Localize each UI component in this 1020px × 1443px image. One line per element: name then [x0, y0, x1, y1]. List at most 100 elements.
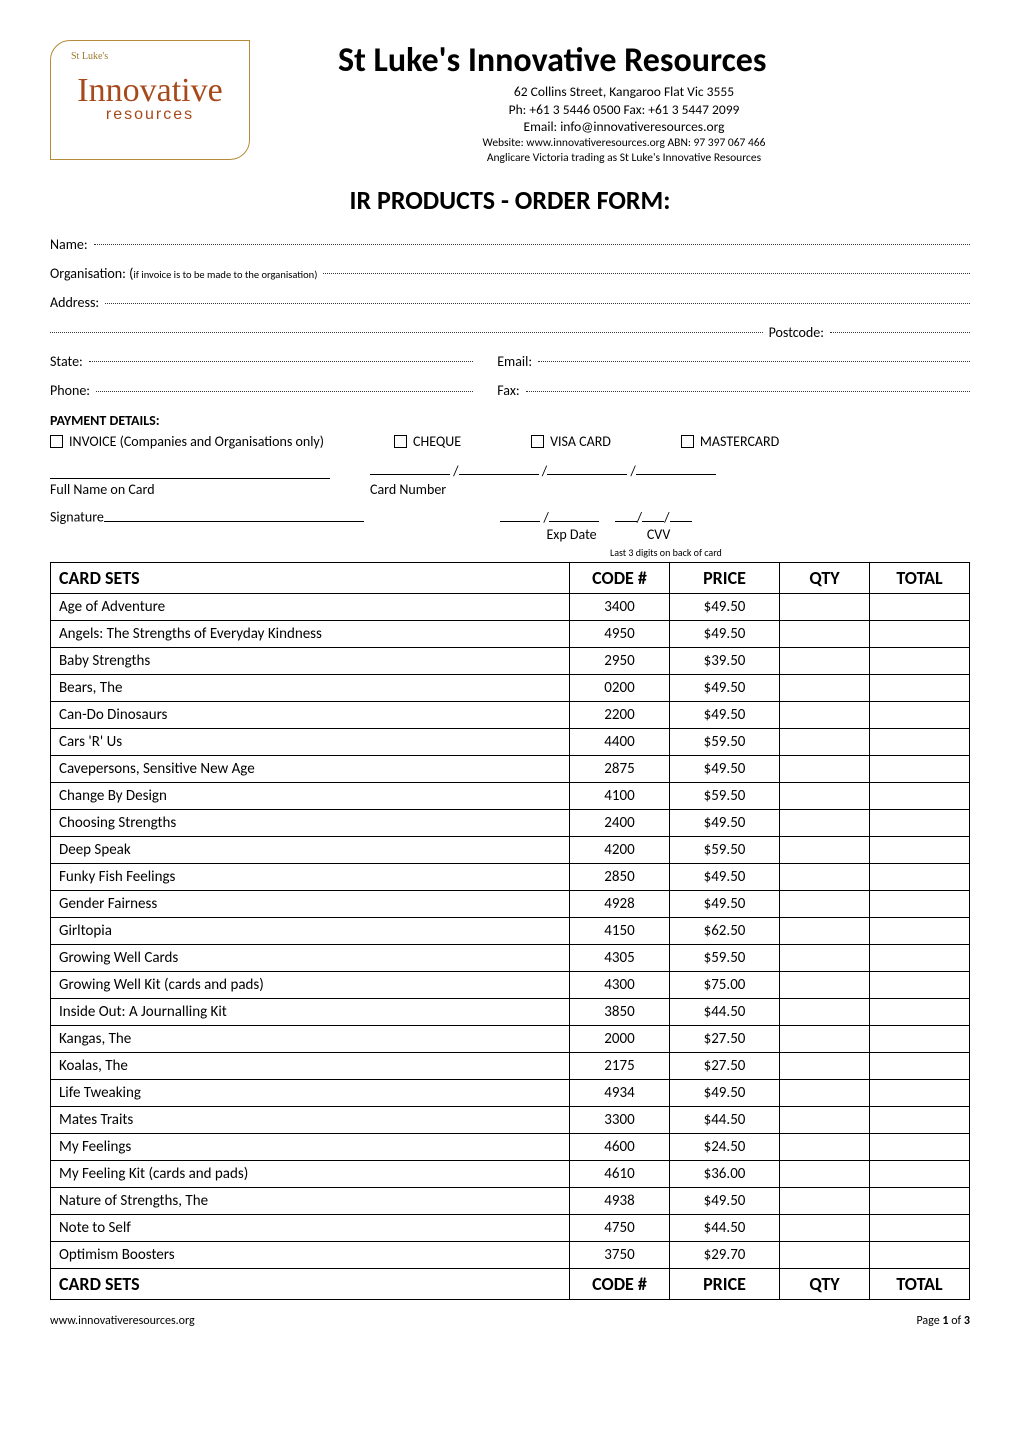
cell-total[interactable]	[870, 944, 970, 971]
cell-name: My Feelings	[51, 1133, 570, 1160]
visa-checkbox[interactable]: VISA CARD	[531, 433, 611, 450]
org-label: Organisation: (if invoice is to be made …	[50, 259, 317, 288]
cell-total[interactable]	[870, 593, 970, 620]
cell-name: Angels: The Strengths of Everyday Kindne…	[51, 620, 570, 647]
cell-qty[interactable]	[780, 1187, 870, 1214]
th-name: CARD SETS	[51, 562, 570, 593]
cell-total[interactable]	[870, 1133, 970, 1160]
cell-qty[interactable]	[780, 701, 870, 728]
cheque-checkbox[interactable]: CHEQUE	[394, 433, 461, 450]
cell-code: 4150	[570, 917, 670, 944]
cell-code: 4928	[570, 890, 670, 917]
address-input-2[interactable]	[50, 318, 763, 333]
cell-name: Age of Adventure	[51, 593, 570, 620]
cell-qty[interactable]	[780, 809, 870, 836]
mastercard-checkbox[interactable]: MASTERCARD	[681, 433, 779, 450]
cell-name: Kangas, The	[51, 1025, 570, 1052]
exp-date-input[interactable]: /	[500, 509, 599, 526]
name-input[interactable]	[94, 230, 970, 245]
cell-total[interactable]	[870, 1241, 970, 1268]
cell-code: 2850	[570, 863, 670, 890]
cell-total[interactable]	[870, 1187, 970, 1214]
table-row: My Feeling Kit (cards and pads)4610$36.0…	[51, 1160, 970, 1187]
table-row: Bears, The0200$49.50	[51, 674, 970, 701]
cell-total[interactable]	[870, 863, 970, 890]
cell-qty[interactable]	[780, 836, 870, 863]
cell-qty[interactable]	[780, 647, 870, 674]
cell-code: 4750	[570, 1214, 670, 1241]
table-row: Growing Well Kit (cards and pads)4300$75…	[51, 971, 970, 998]
postcode-input[interactable]	[830, 318, 970, 333]
cell-code: 4305	[570, 944, 670, 971]
cell-qty[interactable]	[780, 728, 870, 755]
cell-qty[interactable]	[780, 1106, 870, 1133]
table-row: Change By Design4100$59.50	[51, 782, 970, 809]
state-input[interactable]	[89, 347, 473, 362]
cell-total[interactable]	[870, 1106, 970, 1133]
cardholder-name-input[interactable]	[50, 464, 330, 479]
cell-name: Cavepersons, Sensitive New Age	[51, 755, 570, 782]
cell-qty[interactable]	[780, 1160, 870, 1187]
cell-name: Inside Out: A Journalling Kit	[51, 998, 570, 1025]
tf-name: CARD SETS	[51, 1268, 570, 1299]
cell-total[interactable]	[870, 647, 970, 674]
cell-total[interactable]	[870, 1052, 970, 1079]
cell-total[interactable]	[870, 1079, 970, 1106]
email-input[interactable]	[538, 347, 970, 362]
cell-total[interactable]	[870, 1214, 970, 1241]
table-row: Age of Adventure3400$49.50	[51, 593, 970, 620]
cell-qty[interactable]	[780, 998, 870, 1025]
cell-total[interactable]	[870, 998, 970, 1025]
cell-total[interactable]	[870, 782, 970, 809]
cell-price: $49.50	[670, 593, 780, 620]
cell-name: Bears, The	[51, 674, 570, 701]
phone-input[interactable]	[96, 376, 473, 391]
th-qty: QTY	[780, 562, 870, 593]
cvv-input[interactable]: //	[615, 509, 692, 526]
footer-url: www.innovativeresources.org	[50, 1314, 195, 1328]
cell-total[interactable]	[870, 971, 970, 998]
cell-code: 4600	[570, 1133, 670, 1160]
address-input[interactable]	[105, 288, 970, 303]
fax-input[interactable]	[526, 376, 970, 391]
cell-total[interactable]	[870, 1160, 970, 1187]
cell-total[interactable]	[870, 890, 970, 917]
cell-qty[interactable]	[780, 593, 870, 620]
invoice-checkbox[interactable]: INVOICE (Companies and Organisations onl…	[50, 433, 324, 450]
cell-total[interactable]	[870, 728, 970, 755]
cell-code: 2200	[570, 701, 670, 728]
cell-qty[interactable]	[780, 890, 870, 917]
cell-qty[interactable]	[780, 917, 870, 944]
cell-qty[interactable]	[780, 971, 870, 998]
table-row: Baby Strengths2950$39.50	[51, 647, 970, 674]
contact-website: Website: www.innovativeresources.org ABN…	[278, 136, 970, 151]
cell-qty[interactable]	[780, 1079, 870, 1106]
cell-qty[interactable]	[780, 755, 870, 782]
exp-date-label: Exp Date	[522, 526, 622, 543]
cell-qty[interactable]	[780, 1241, 870, 1268]
org-input[interactable]	[323, 259, 970, 274]
cell-qty[interactable]	[780, 1214, 870, 1241]
cell-qty[interactable]	[780, 620, 870, 647]
cell-qty[interactable]	[780, 782, 870, 809]
cell-total[interactable]	[870, 836, 970, 863]
contact-phone-fax: Ph: +61 3 5446 0500 Fax: +61 3 5447 2099	[278, 101, 970, 119]
card-number-input[interactable]: / / /	[370, 460, 716, 479]
cell-total[interactable]	[870, 755, 970, 782]
cell-total[interactable]	[870, 1025, 970, 1052]
cell-qty[interactable]	[780, 1133, 870, 1160]
cell-total[interactable]	[870, 809, 970, 836]
cell-total[interactable]	[870, 674, 970, 701]
cell-price: $62.50	[670, 917, 780, 944]
signature-input[interactable]	[104, 506, 364, 521]
cell-total[interactable]	[870, 701, 970, 728]
cell-total[interactable]	[870, 917, 970, 944]
cell-qty[interactable]	[780, 863, 870, 890]
cell-total[interactable]	[870, 620, 970, 647]
cell-price: $27.50	[670, 1052, 780, 1079]
cell-qty[interactable]	[780, 944, 870, 971]
cell-qty[interactable]	[780, 674, 870, 701]
cell-qty[interactable]	[780, 1052, 870, 1079]
cell-qty[interactable]	[780, 1025, 870, 1052]
cell-price: $59.50	[670, 836, 780, 863]
